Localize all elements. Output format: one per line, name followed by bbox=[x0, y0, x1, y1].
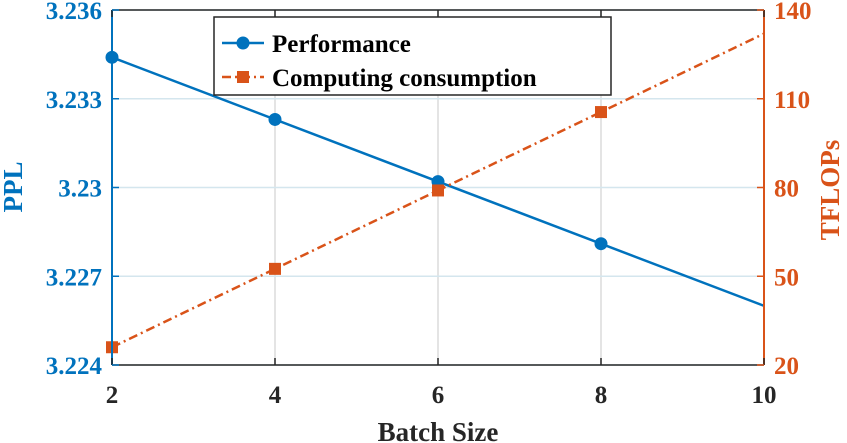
y-left-tick-label: 3.224 bbox=[46, 353, 103, 380]
tick-labels: 2 4 6 8 10 3.224 3.227 3.23 3.233 3.236 20 50 80 110 1… bbox=[46, 0, 812, 409]
legend-marker-performance bbox=[236, 36, 250, 50]
y-right-tick-label: 80 bbox=[774, 176, 799, 203]
x-tick-label: 4 bbox=[269, 382, 282, 409]
y-axis-right-title: TFLOPs bbox=[815, 140, 845, 241]
x-tick-label: 8 bbox=[595, 382, 608, 409]
x-tick-label: 10 bbox=[752, 382, 777, 409]
y-right-tick-label: 20 bbox=[774, 353, 799, 380]
x-tick-label: 6 bbox=[432, 382, 445, 409]
legend: Performance Computing consumption bbox=[213, 16, 612, 96]
legend-box bbox=[213, 16, 612, 96]
y-right-tick-label: 110 bbox=[774, 87, 810, 114]
series-0-point bbox=[268, 112, 282, 126]
series-0-point bbox=[594, 237, 608, 251]
y-right-tick-label: 50 bbox=[774, 264, 799, 291]
series-1-point bbox=[432, 184, 444, 197]
y-left-tick-label: 3.233 bbox=[46, 87, 102, 114]
series-1-point bbox=[269, 262, 281, 275]
y-axis-left-title: PPL bbox=[0, 162, 28, 213]
legend-label-computing: Computing consumption bbox=[272, 65, 537, 92]
legend-marker-computing bbox=[237, 71, 249, 83]
series-1-point bbox=[595, 106, 607, 119]
y-left-tick-label: 3.227 bbox=[46, 264, 102, 291]
y-right-tick-label: 140 bbox=[774, 0, 812, 25]
legend-label-performance: Performance bbox=[272, 31, 411, 58]
y-left-tick-label: 3.236 bbox=[46, 0, 102, 25]
y-left-tick-label: 3.23 bbox=[58, 176, 102, 203]
x-tick-label: 2 bbox=[106, 382, 119, 409]
axes bbox=[111, 9, 765, 366]
x-axis-title: Batch Size bbox=[378, 417, 499, 443]
